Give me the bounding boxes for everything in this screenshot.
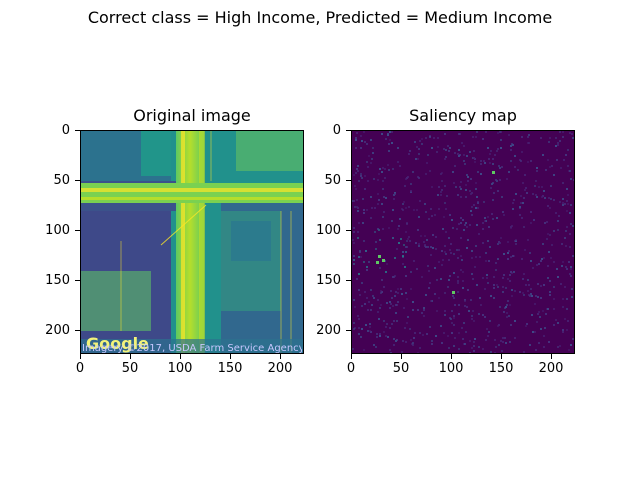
y-tick-mark xyxy=(75,130,80,131)
y-tick-label: 100 xyxy=(316,223,341,238)
x-tick-label: 200 xyxy=(538,361,564,376)
y-tick-mark xyxy=(75,330,80,331)
saliency-map xyxy=(351,130,575,354)
panel-title-original: Original image xyxy=(133,106,251,125)
y-tick-label: 200 xyxy=(316,323,341,338)
y-tick-mark xyxy=(75,280,80,281)
x-tick-mark xyxy=(80,354,81,359)
x-tick-mark xyxy=(180,354,181,359)
y-tick-label: 0 xyxy=(61,123,70,138)
image-attribution: Imagery ©2017, USDA Farm Service Agency xyxy=(82,343,302,354)
y-tick-label: 150 xyxy=(45,273,70,288)
original-image-canvas xyxy=(81,131,303,353)
figure-suptitle: Correct class = High Income, Predicted =… xyxy=(87,8,553,27)
y-tick-mark xyxy=(346,330,351,331)
x-tick-label: 100 xyxy=(438,361,464,376)
saliency-hotspot xyxy=(376,261,379,264)
saliency-hotspot xyxy=(492,171,495,174)
y-tick-label: 150 xyxy=(316,273,341,288)
y-tick-mark xyxy=(346,280,351,281)
y-tick-label: 50 xyxy=(53,173,70,188)
x-tick-label: 50 xyxy=(392,361,410,376)
original-image xyxy=(80,130,304,354)
saliency-hotspot xyxy=(378,255,381,258)
saliency-hotspot xyxy=(382,259,385,262)
y-tick-mark xyxy=(75,180,80,181)
x-tick-label: 0 xyxy=(75,361,85,376)
x-tick-mark xyxy=(130,354,131,359)
x-tick-mark xyxy=(280,354,281,359)
saliency-texture xyxy=(352,131,574,353)
panel-title-saliency: Saliency map xyxy=(409,106,517,125)
y-tick-mark xyxy=(346,230,351,231)
x-tick-mark xyxy=(351,354,352,359)
x-tick-mark xyxy=(551,354,552,359)
x-tick-label: 0 xyxy=(346,361,356,376)
y-tick-mark xyxy=(75,230,80,231)
y-tick-mark xyxy=(346,130,351,131)
y-tick-mark xyxy=(346,180,351,181)
x-tick-label: 50 xyxy=(121,361,139,376)
x-tick-label: 150 xyxy=(217,361,243,376)
saliency-hotspot xyxy=(452,291,455,294)
x-tick-mark xyxy=(401,354,402,359)
x-tick-mark xyxy=(451,354,452,359)
x-tick-mark xyxy=(230,354,231,359)
y-tick-label: 50 xyxy=(324,173,341,188)
y-tick-label: 0 xyxy=(332,123,341,138)
saliency-map-canvas xyxy=(352,131,574,353)
x-tick-label: 150 xyxy=(488,361,514,376)
y-tick-label: 100 xyxy=(45,223,70,238)
x-tick-label: 200 xyxy=(267,361,293,376)
x-tick-label: 100 xyxy=(167,361,193,376)
x-tick-mark xyxy=(501,354,502,359)
y-tick-label: 200 xyxy=(45,323,70,338)
google-logo: Google xyxy=(86,334,149,353)
